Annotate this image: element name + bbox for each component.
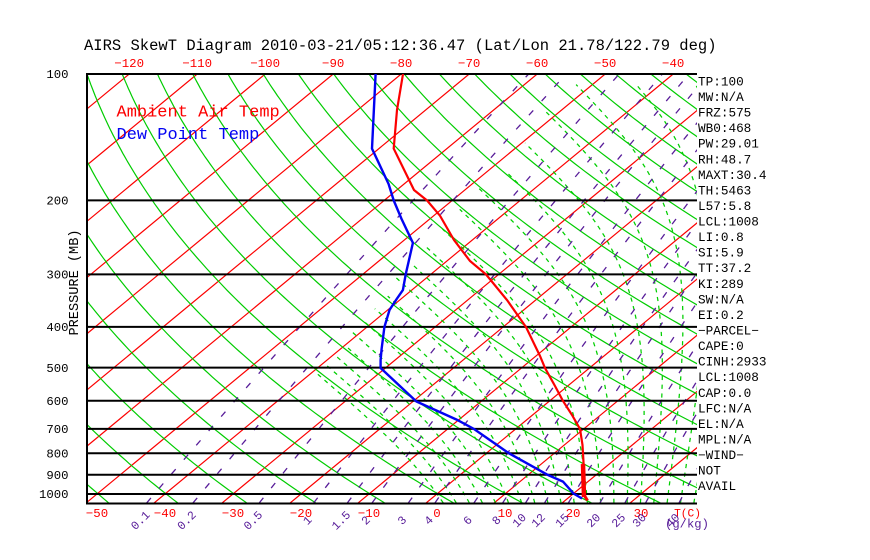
svg-text:1000: 1000 <box>39 488 69 502</box>
svg-text:10: 10 <box>498 507 513 521</box>
svg-text:30: 30 <box>634 507 649 521</box>
svg-text:EI:0.2: EI:0.2 <box>698 308 744 323</box>
svg-text:−70: −70 <box>458 57 480 71</box>
svg-text:PRESSURE (MB): PRESSURE (MB) <box>68 229 83 335</box>
svg-text:500: 500 <box>46 362 68 376</box>
svg-text:T(C): T(C) <box>674 509 701 521</box>
svg-text:700: 700 <box>46 423 68 437</box>
svg-text:(g/kg): (g/kg) <box>665 518 709 532</box>
svg-text:0: 0 <box>433 507 440 521</box>
svg-text:−110: −110 <box>182 57 212 71</box>
svg-text:SI:5.9: SI:5.9 <box>698 246 744 261</box>
svg-text:100: 100 <box>46 68 68 82</box>
svg-text:MAXT:30.4: MAXT:30.4 <box>698 168 767 183</box>
svg-text:CINH:2933: CINH:2933 <box>698 355 767 370</box>
svg-text:−80: −80 <box>390 57 412 71</box>
svg-text:L57:5.8: L57:5.8 <box>698 199 751 214</box>
svg-text:AVAIL: AVAIL <box>698 479 736 494</box>
svg-text:−60: −60 <box>526 57 548 71</box>
svg-text:NOT: NOT <box>698 464 721 479</box>
svg-text:LCL:1008: LCL:1008 <box>698 215 759 230</box>
svg-text:−100: −100 <box>250 57 280 71</box>
svg-text:PW:29.01: PW:29.01 <box>698 137 759 152</box>
svg-text:400: 400 <box>46 321 68 335</box>
svg-text:LI:0.8: LI:0.8 <box>698 230 744 245</box>
svg-text:Dew Point Temp: Dew Point Temp <box>117 126 260 145</box>
svg-text:MPL:N/A: MPL:N/A <box>698 433 752 448</box>
svg-text:−40: −40 <box>154 507 176 521</box>
svg-text:RH:48.7: RH:48.7 <box>698 152 751 167</box>
svg-text:−90: −90 <box>322 57 344 71</box>
svg-text:KI:289: KI:289 <box>698 277 744 292</box>
svg-text:−50: −50 <box>86 507 108 521</box>
svg-text:MW:N/A: MW:N/A <box>698 90 744 105</box>
svg-text:−PARCEL−: −PARCEL− <box>698 324 759 339</box>
svg-text:−40: −40 <box>662 57 684 71</box>
svg-text:600: 600 <box>46 395 68 409</box>
svg-text:−30: −30 <box>222 507 244 521</box>
svg-text:AIRS SkewT Diagram 2010-03-21/: AIRS SkewT Diagram 2010-03-21/05:12:36.4… <box>84 37 717 55</box>
svg-text:WB0:468: WB0:468 <box>698 121 751 136</box>
svg-text:FRZ:575: FRZ:575 <box>698 106 751 121</box>
svg-text:TT:37.2: TT:37.2 <box>698 261 751 276</box>
svg-text:TP:100: TP:100 <box>698 74 744 89</box>
svg-text:LFC:N/A: LFC:N/A <box>698 401 752 416</box>
svg-text:CAPE:0: CAPE:0 <box>698 339 744 354</box>
svg-text:−20: −20 <box>290 507 312 521</box>
svg-text:EL:N/A: EL:N/A <box>698 417 744 432</box>
svg-text:−WIND−: −WIND− <box>698 448 744 463</box>
svg-text:SW:N/A: SW:N/A <box>698 292 744 307</box>
svg-text:900: 900 <box>46 469 68 483</box>
svg-text:Ambient Air Temp: Ambient Air Temp <box>117 104 280 123</box>
svg-text:CAP:0.0: CAP:0.0 <box>698 386 751 401</box>
svg-text:−120: −120 <box>114 57 144 71</box>
svg-text:300: 300 <box>46 269 68 283</box>
svg-text:800: 800 <box>46 447 68 461</box>
svg-text:−50: −50 <box>594 57 616 71</box>
svg-text:TH:5463: TH:5463 <box>698 183 751 198</box>
svg-text:20: 20 <box>566 507 581 521</box>
svg-text:LCL:1008: LCL:1008 <box>698 370 759 385</box>
svg-text:200: 200 <box>46 195 68 209</box>
svg-text:−10: −10 <box>358 507 380 521</box>
